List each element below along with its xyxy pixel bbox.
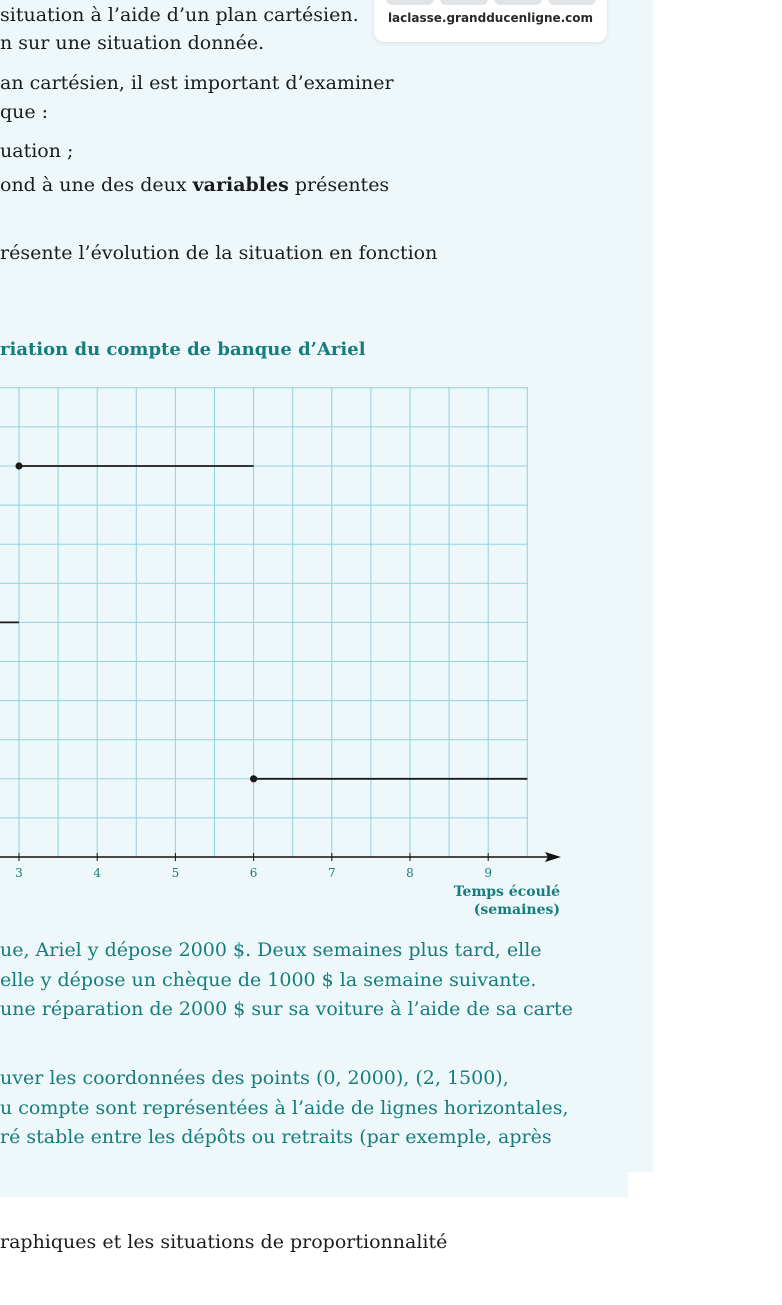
intro-line-3: an cartésien, il est important d’examine… — [0, 72, 394, 94]
series-point — [250, 775, 258, 783]
explanation-line-1: ue, Ariel y dépose 2000 $. Deux semaines… — [0, 939, 542, 961]
chart-title: riation du compte de banque d’Ariel — [0, 339, 366, 360]
x-tick-label: 8 — [406, 866, 414, 880]
chart-series — [0, 462, 528, 783]
intro-line-2: n sur une situation donnée. — [0, 32, 265, 54]
keyword-variables: variables — [192, 174, 289, 196]
info-panel — [0, 0, 653, 1172]
intro-line-6: ond à une des deux variables présentes — [0, 173, 389, 197]
x-axis-title-line-2: (semaines) — [474, 902, 560, 918]
resource-url[interactable]: laclasse.grandducenligne.com — [387, 11, 594, 25]
explanation-line-4: uver les coordonnées des points (0, 2000… — [0, 1067, 509, 1089]
chart-grid — [0, 387, 528, 858]
chart-x-axis — [0, 852, 561, 862]
bank-account-chart: 3 4 5 6 7 8 9 Temps écoulé (semaines) — [0, 387, 561, 918]
info-panel-tail — [0, 1172, 628, 1197]
card-tab-3[interactable] — [494, 0, 542, 5]
explanation-line-5: u compte sont représentées à l’aide de l… — [0, 1097, 569, 1119]
explanation-line-3: une réparation de 2000 $ sur sa voiture … — [0, 998, 573, 1020]
intro-line-6-post: présentes — [288, 174, 390, 196]
x-tick-label: 5 — [172, 866, 180, 880]
series-point — [15, 462, 23, 470]
card-tab-4[interactable] — [548, 0, 596, 5]
x-tick-label: 3 — [15, 866, 23, 880]
footer-text: raphiques et les situations de proportio… — [0, 1231, 448, 1253]
intro-line-4: que : — [0, 101, 49, 123]
x-axis-arrow — [545, 852, 561, 862]
chart-x-ticks: 3 4 5 6 7 8 9 — [15, 853, 492, 880]
x-tick-label: 7 — [328, 866, 336, 880]
resource-card[interactable]: laclasse.grandducenligne.com — [374, 0, 607, 42]
x-tick-label: 9 — [484, 866, 492, 880]
explanation-line-6: ré stable entre les dépôts ou retraits (… — [0, 1126, 552, 1148]
card-tab-1[interactable] — [386, 0, 434, 5]
intro-line-6-pre: ond à une des deux — [0, 174, 193, 196]
explanation-line-2: elle y dépose un chèque de 1000 $ la sem… — [0, 969, 537, 991]
intro-line-5: uation ; — [0, 140, 74, 162]
intro-line-1: situation à l’aide d’un plan cartésien. — [0, 4, 359, 26]
x-axis-title-line-1: Temps écoulé — [454, 884, 560, 900]
x-tick-label: 4 — [93, 866, 101, 880]
intro-line-7: résente l’évolution de la situation en f… — [0, 242, 438, 264]
x-tick-label: 6 — [250, 866, 258, 880]
card-tab-2[interactable] — [440, 0, 488, 5]
